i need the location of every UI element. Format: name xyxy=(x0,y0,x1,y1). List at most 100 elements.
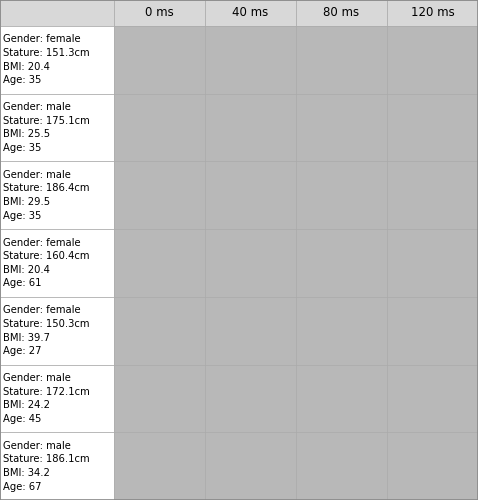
Bar xyxy=(114,94,205,162)
Circle shape xyxy=(228,380,252,406)
Bar xyxy=(388,28,477,92)
Bar xyxy=(205,94,296,162)
Text: 0 ms: 0 ms xyxy=(145,6,174,20)
Bar xyxy=(152,318,168,360)
Bar xyxy=(302,234,368,270)
FancyArrow shape xyxy=(393,322,424,332)
Circle shape xyxy=(330,305,343,319)
Bar xyxy=(206,434,294,498)
Ellipse shape xyxy=(417,71,428,83)
Bar xyxy=(120,166,186,202)
Ellipse shape xyxy=(422,399,438,412)
Circle shape xyxy=(157,444,170,458)
Bar xyxy=(368,230,375,296)
Bar xyxy=(120,98,186,134)
Bar xyxy=(206,434,212,498)
Ellipse shape xyxy=(246,469,263,482)
Bar xyxy=(459,298,466,363)
Ellipse shape xyxy=(334,62,351,75)
Bar xyxy=(425,114,441,156)
Ellipse shape xyxy=(334,130,351,142)
Bar xyxy=(296,94,387,162)
Bar xyxy=(211,30,277,66)
Bar xyxy=(115,434,204,498)
Text: Gender: female
Stature: 151.3cm
BMI: 20.4
Age: 35: Gender: female Stature: 151.3cm BMI: 20.… xyxy=(3,34,89,86)
Bar xyxy=(297,65,384,92)
Bar xyxy=(388,163,394,228)
Bar xyxy=(120,370,186,405)
Bar xyxy=(387,229,478,297)
Bar xyxy=(131,145,168,156)
FancyArrow shape xyxy=(211,118,242,128)
Ellipse shape xyxy=(159,132,176,144)
Bar xyxy=(334,250,350,292)
Bar xyxy=(0,364,114,432)
Ellipse shape xyxy=(246,402,263,414)
FancyArrow shape xyxy=(120,390,151,400)
Bar xyxy=(425,318,441,360)
FancyArrow shape xyxy=(211,322,242,332)
Bar xyxy=(313,213,350,224)
Ellipse shape xyxy=(330,46,348,66)
Bar xyxy=(0,297,114,364)
Bar xyxy=(222,213,259,224)
Ellipse shape xyxy=(415,112,423,121)
Circle shape xyxy=(228,110,252,136)
Bar xyxy=(388,472,475,498)
Bar xyxy=(206,298,294,363)
FancyArrow shape xyxy=(393,186,424,196)
Bar xyxy=(115,298,204,363)
Ellipse shape xyxy=(242,72,253,86)
Ellipse shape xyxy=(155,454,172,475)
Bar xyxy=(114,364,205,432)
Ellipse shape xyxy=(330,140,341,152)
Bar xyxy=(297,200,384,228)
Ellipse shape xyxy=(153,116,160,124)
Bar xyxy=(388,230,477,296)
Ellipse shape xyxy=(328,249,336,258)
Ellipse shape xyxy=(330,410,341,423)
Bar xyxy=(206,65,293,92)
Bar xyxy=(205,0,296,26)
Circle shape xyxy=(157,173,170,186)
Bar xyxy=(459,366,466,431)
Bar xyxy=(186,230,193,296)
Bar xyxy=(297,434,385,498)
Ellipse shape xyxy=(155,184,172,204)
Bar xyxy=(243,386,259,428)
Bar xyxy=(0,0,114,26)
Bar xyxy=(206,95,212,160)
Ellipse shape xyxy=(240,114,248,123)
Ellipse shape xyxy=(417,274,428,286)
Ellipse shape xyxy=(153,318,160,328)
Ellipse shape xyxy=(330,478,341,490)
Bar xyxy=(243,318,259,360)
FancyArrow shape xyxy=(302,390,333,400)
Circle shape xyxy=(228,448,252,474)
Ellipse shape xyxy=(417,410,428,422)
Bar xyxy=(296,0,387,26)
Text: Gender: male
Stature: 172.1cm
BMI: 24.2
Age: 45: Gender: male Stature: 172.1cm BMI: 24.2 … xyxy=(3,373,89,424)
Circle shape xyxy=(244,442,257,456)
Bar xyxy=(393,370,459,405)
Ellipse shape xyxy=(422,467,438,480)
Ellipse shape xyxy=(159,335,176,347)
Bar xyxy=(404,213,441,224)
Bar xyxy=(115,95,120,160)
Ellipse shape xyxy=(231,390,239,395)
Bar xyxy=(120,234,186,270)
Bar xyxy=(388,28,394,92)
Bar xyxy=(277,95,284,160)
Bar xyxy=(222,145,259,156)
Bar xyxy=(393,437,459,472)
Bar xyxy=(114,297,205,364)
Bar xyxy=(388,95,394,160)
Bar xyxy=(313,348,350,360)
Bar xyxy=(334,386,350,428)
Bar xyxy=(388,434,394,498)
Bar xyxy=(152,386,168,428)
Bar xyxy=(114,432,205,500)
Ellipse shape xyxy=(240,318,248,326)
Bar xyxy=(368,366,375,431)
Bar xyxy=(206,230,212,296)
